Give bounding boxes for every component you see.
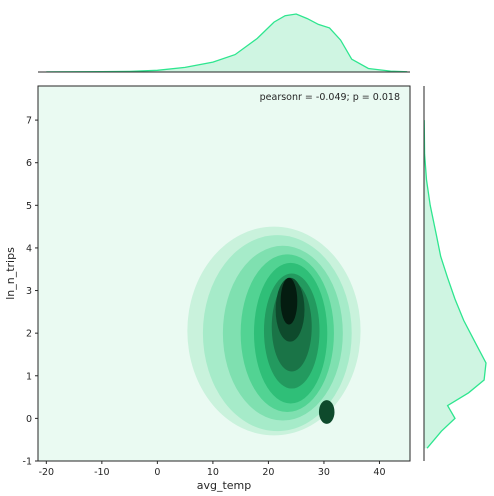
density-contours [187,226,361,436]
x-tick-label: 20 [262,467,274,478]
x-tick-label: 0 [154,467,160,478]
joint-plot-frame [37,85,411,462]
x-axis: -20 -10 0 10 20 30 40 [39,461,386,478]
y-tick-label: 7 [26,116,32,127]
y-tick-label: 3 [26,286,32,297]
x-tick-label: -10 [94,467,110,478]
x-tick-label: 40 [373,467,385,478]
density-level-9 [280,277,298,325]
x-tick-label: -20 [39,467,55,478]
y-tick-label: 5 [26,201,32,212]
y-tick-label: 4 [26,243,32,254]
density-secondary-peak [318,400,335,424]
x-tick-label: 30 [318,467,330,478]
y-axis: -1 0 1 2 3 4 5 6 7 [23,116,38,468]
y-tick-label: 0 [26,414,32,425]
y-tick-label: -1 [23,457,32,468]
y-tick-label: 6 [26,158,32,169]
y-axis-label: ln_n_trips [4,247,17,300]
x-marginal-density-fill [46,14,408,72]
x-tick-label: 10 [207,467,219,478]
y-tick-label: 1 [26,371,32,382]
joint-plot-area: pearsonr = -0.049; p = 0.018 [37,85,411,462]
x-marginal-density-line [46,13,408,73]
x-marginal-plot [38,13,410,73]
x-axis-label: avg_temp [197,479,252,492]
y-marginal-density-line [423,120,487,449]
pearson-annotation: pearsonr = -0.049; p = 0.018 [260,92,400,103]
y-tick-label: 2 [26,329,32,340]
y-marginal-plot [423,86,487,461]
y-marginal-density-fill [424,120,486,449]
